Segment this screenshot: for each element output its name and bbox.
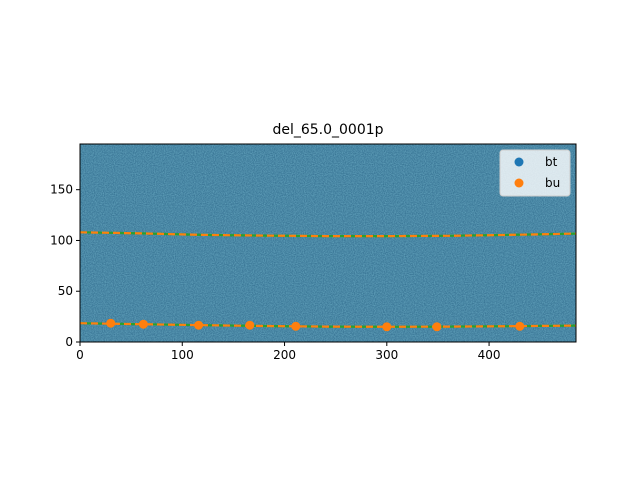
trace-line-4 [80,322,576,328]
point-bu-1 [106,318,116,328]
y-tick-label-50: 50 [58,284,73,298]
chart-title: del_65.0_0001p [272,122,383,138]
image-noise [80,144,576,342]
scatter-points [106,318,525,332]
point-bu-2 [138,319,148,329]
legend-marker-bu [514,178,524,188]
trace-lines [80,231,576,328]
point-bu-8 [515,321,525,331]
y-axis: 0 50 100 150 [50,183,80,349]
x-tick-label-0: 0 [76,348,84,362]
point-bu-4 [245,320,255,330]
legend: bt bu [499,149,571,197]
legend-label-bu: bu [545,176,560,190]
plot-area [80,144,576,342]
x-axis: 0 100 200 300 400 [76,342,501,362]
legend-marker-bt [514,157,524,167]
x-tick-label-300: 300 [375,348,398,362]
point-bu-5 [291,321,301,331]
y-tick-label-100: 100 [50,233,73,247]
y-tick-label-0: 0 [65,335,73,349]
point-bu-7 [432,322,442,332]
x-tick-label-200: 200 [273,348,296,362]
trace-line-2 [80,231,576,238]
x-tick-label-400: 400 [478,348,501,362]
plot-frame [79,143,577,343]
legend-label-bt: bt [545,155,558,169]
point-bu-6 [382,322,392,332]
y-tick-label-150: 150 [50,183,73,197]
point-bu-3 [194,320,204,330]
x-tick-label-100: 100 [171,348,194,362]
